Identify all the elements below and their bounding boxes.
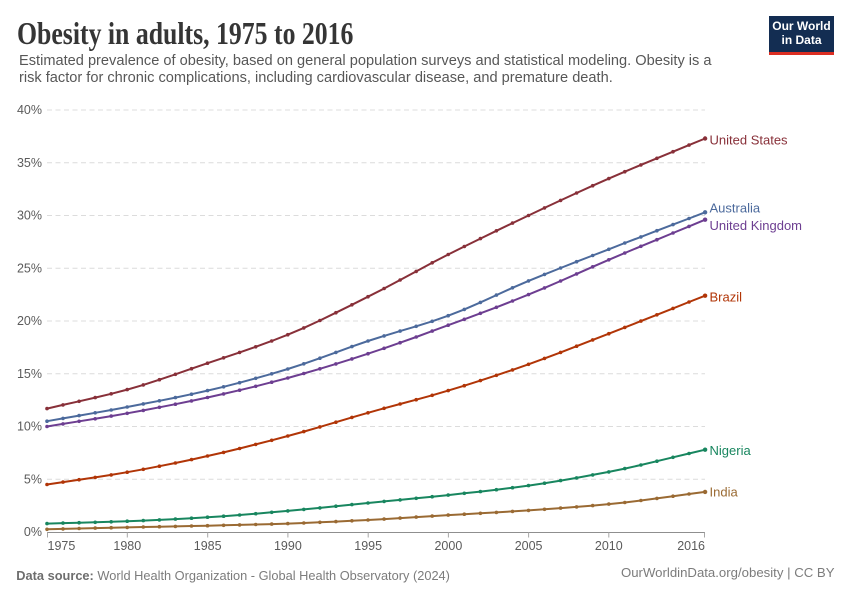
svg-text:Brazil: Brazil (710, 290, 743, 305)
svg-text:1990: 1990 (274, 539, 302, 553)
svg-text:1995: 1995 (354, 539, 382, 553)
svg-text:Australia: Australia (710, 201, 761, 216)
svg-text:1985: 1985 (194, 539, 222, 553)
svg-text:2005: 2005 (515, 539, 543, 553)
svg-text:United Kingdom: United Kingdom (710, 218, 803, 233)
svg-text:5%: 5% (24, 472, 42, 486)
svg-text:1980: 1980 (113, 539, 141, 553)
svg-text:India: India (710, 484, 739, 499)
svg-text:10%: 10% (17, 420, 42, 434)
svg-text:United States: United States (710, 132, 789, 147)
svg-text:0%: 0% (24, 525, 42, 539)
svg-text:35%: 35% (17, 156, 42, 170)
svg-text:30%: 30% (17, 209, 42, 223)
svg-text:20%: 20% (17, 314, 42, 328)
svg-text:2016: 2016 (677, 539, 705, 553)
svg-text:Nigeria: Nigeria (710, 443, 752, 458)
svg-text:40%: 40% (17, 103, 42, 117)
svg-text:1975: 1975 (48, 539, 76, 553)
svg-text:15%: 15% (17, 367, 42, 381)
svg-text:2010: 2010 (595, 539, 623, 553)
svg-text:25%: 25% (17, 261, 42, 275)
svg-text:2000: 2000 (434, 539, 462, 553)
